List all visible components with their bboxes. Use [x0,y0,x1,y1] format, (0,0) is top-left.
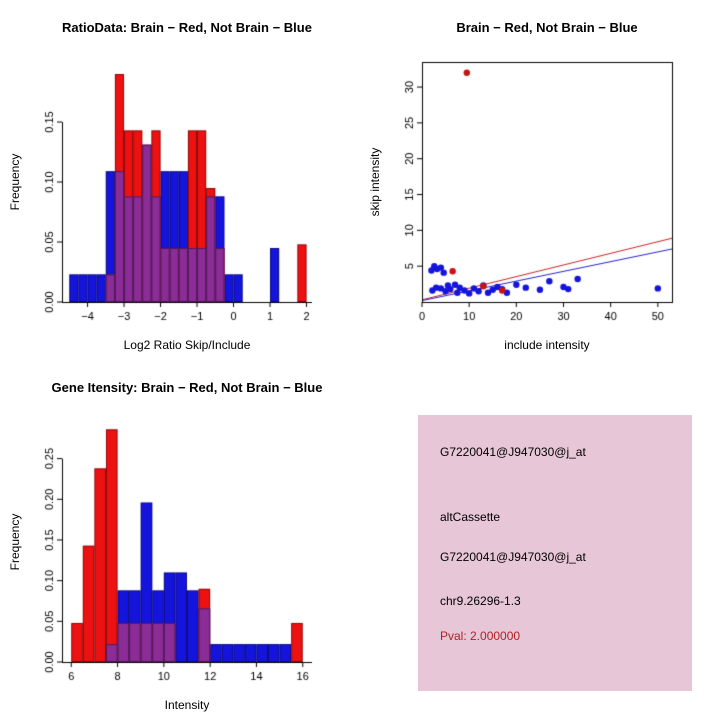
intensity-scatter-xlabel: include intensity [504,338,590,352]
gene-histogram-xlabel: Intensity [164,698,210,712]
info-line: Pval: 2.000000 [440,629,521,643]
info-line: altCassette [440,510,501,524]
panel-gene-histogram: Gene Itensity: Brain − Red, Not Brain − … [0,360,360,720]
panel-ratio-histogram: RatioData: Brain − Red, Not Brain − Blue… [0,0,360,360]
ratio-histogram-canvas [0,0,360,360]
ratio-histogram-xlabel: Log2 Ratio Skip/Include [123,338,251,352]
gene-histogram-title: Gene Itensity: Brain − Red, Not Brain − … [51,380,323,395]
gene-histogram-ylabel: Frequency [8,513,22,571]
panel-intensity-scatter: Brain − Red, Not Brain − Blue include in… [360,0,720,360]
gene-histogram-canvas [0,360,360,720]
intensity-scatter-title: Brain − Red, Not Brain − Blue [456,20,638,35]
info-line: G7220041@J947030@j_at [440,550,586,564]
panel-gene-info: G7220041@J947030@j_at altCassette G72200… [360,360,720,720]
info-box: G7220041@J947030@j_at altCassette G72200… [418,415,692,691]
ratio-histogram-ylabel: Frequency [8,153,22,211]
intensity-scatter-ylabel: skip intensity [368,147,382,217]
info-line: chr9.26296-1.3 [440,594,521,608]
intensity-scatter-canvas [360,0,720,360]
ratio-histogram-title: RatioData: Brain − Red, Not Brain − Blue [62,20,312,35]
info-line: G7220041@J947030@j_at [440,445,586,459]
